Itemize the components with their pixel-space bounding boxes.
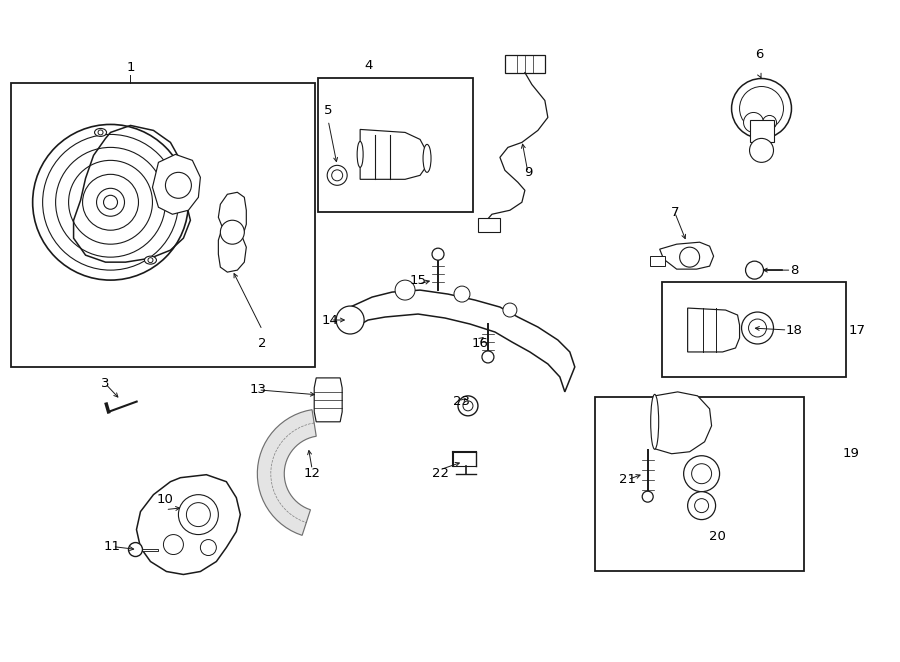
Bar	[595, 397, 805, 571]
Circle shape	[129, 543, 142, 557]
Text: 15: 15	[410, 273, 427, 287]
Text: 21: 21	[619, 473, 636, 486]
Text: 4: 4	[364, 59, 373, 72]
Circle shape	[148, 258, 153, 263]
Text: 20: 20	[709, 530, 726, 543]
Bar	[662, 282, 846, 377]
Text: 14: 14	[321, 314, 338, 326]
Circle shape	[332, 170, 343, 181]
Circle shape	[745, 261, 763, 279]
Polygon shape	[74, 125, 191, 262]
Circle shape	[503, 303, 517, 317]
Circle shape	[201, 540, 216, 555]
Circle shape	[742, 312, 773, 344]
Ellipse shape	[357, 142, 363, 167]
Polygon shape	[660, 242, 714, 269]
Circle shape	[732, 79, 791, 138]
Circle shape	[684, 455, 720, 492]
Text: 8: 8	[790, 263, 798, 277]
Circle shape	[395, 280, 415, 300]
Text: 17: 17	[849, 324, 866, 336]
Bar	[505, 54, 544, 73]
Polygon shape	[360, 130, 427, 179]
Text: 13: 13	[250, 383, 266, 397]
Circle shape	[337, 306, 365, 334]
Ellipse shape	[651, 395, 659, 449]
Polygon shape	[137, 475, 240, 575]
Bar	[11, 83, 315, 367]
Circle shape	[740, 87, 784, 130]
Text: 5: 5	[324, 104, 332, 117]
Text: 19: 19	[843, 448, 860, 460]
Polygon shape	[314, 378, 342, 422]
Circle shape	[220, 220, 244, 244]
Circle shape	[328, 166, 347, 185]
Text: 16: 16	[472, 338, 489, 350]
Text: 18: 18	[786, 324, 803, 336]
Text: 9: 9	[524, 166, 532, 179]
Circle shape	[750, 138, 773, 162]
Circle shape	[454, 286, 470, 302]
Circle shape	[482, 351, 494, 363]
Text: 1: 1	[126, 61, 135, 74]
Circle shape	[691, 463, 712, 484]
Text: 7: 7	[670, 206, 679, 218]
Text: 11: 11	[104, 540, 121, 553]
Polygon shape	[688, 308, 740, 352]
Text: 3: 3	[102, 377, 110, 391]
Circle shape	[432, 248, 444, 260]
Bar	[750, 120, 773, 142]
Bar	[650, 256, 665, 266]
Circle shape	[688, 492, 716, 520]
Bar	[478, 218, 500, 232]
Polygon shape	[350, 290, 575, 392]
Circle shape	[104, 195, 118, 209]
Circle shape	[166, 172, 192, 199]
Ellipse shape	[423, 144, 431, 172]
Text: 2: 2	[258, 338, 266, 350]
Circle shape	[695, 498, 708, 512]
Ellipse shape	[145, 256, 157, 264]
Circle shape	[178, 495, 219, 535]
Circle shape	[463, 401, 473, 411]
Polygon shape	[257, 410, 316, 536]
Circle shape	[458, 396, 478, 416]
Circle shape	[749, 319, 767, 337]
Circle shape	[643, 491, 653, 502]
Text: 6: 6	[755, 48, 764, 61]
Text: 22: 22	[431, 467, 448, 480]
Circle shape	[186, 502, 211, 526]
Ellipse shape	[94, 128, 106, 136]
Polygon shape	[152, 154, 201, 214]
Circle shape	[743, 113, 763, 132]
Text: 23: 23	[454, 395, 471, 408]
Polygon shape	[219, 192, 247, 272]
Text: 12: 12	[303, 467, 320, 480]
Circle shape	[680, 247, 699, 267]
Circle shape	[98, 130, 103, 135]
Text: 10: 10	[157, 493, 174, 506]
Bar	[319, 77, 473, 213]
Circle shape	[164, 535, 184, 555]
Polygon shape	[654, 392, 712, 453]
Circle shape	[762, 115, 777, 130]
